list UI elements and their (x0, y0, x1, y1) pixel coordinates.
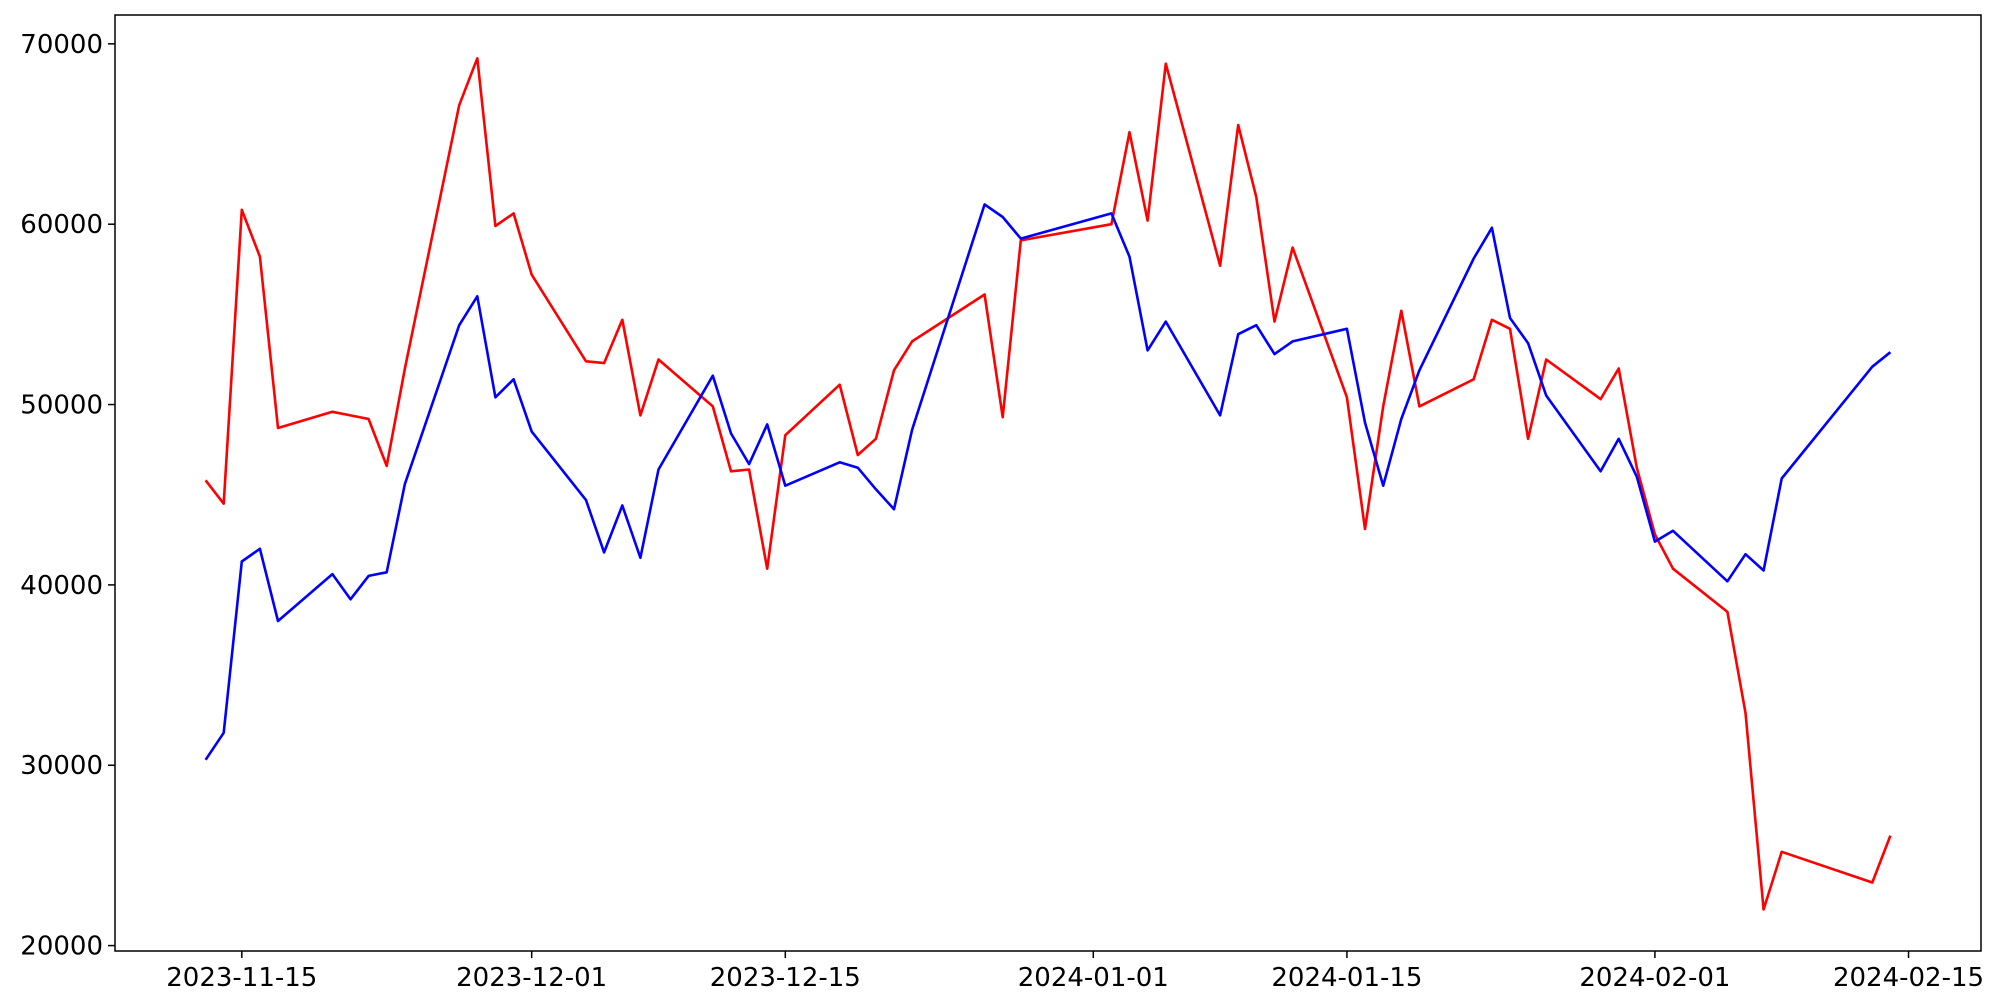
line-series (204, 203, 1892, 761)
x-tick-label: 2024-01-15 (1271, 963, 1422, 993)
plot-frame (114, 14, 1982, 952)
x-tick-label: 2024-02-15 (1833, 963, 1984, 993)
x-tick-label: 2024-01-01 (1018, 963, 1169, 993)
x-tick-label: 2023-12-15 (710, 963, 861, 993)
x-tick-label: 2023-11-15 (166, 963, 317, 993)
y-tick-label: 20000 (20, 932, 103, 962)
x-tick-label: 2023-12-01 (456, 963, 607, 993)
y-tick-label: 70000 (20, 30, 103, 60)
x-tick-label: 2024-02-01 (1579, 963, 1730, 993)
y-tick-label: 30000 (20, 751, 103, 781)
line-series (204, 57, 1892, 911)
y-tick-label: 50000 (20, 391, 103, 421)
y-tick-label: 60000 (20, 210, 103, 240)
y-tick-label: 40000 (20, 571, 103, 601)
